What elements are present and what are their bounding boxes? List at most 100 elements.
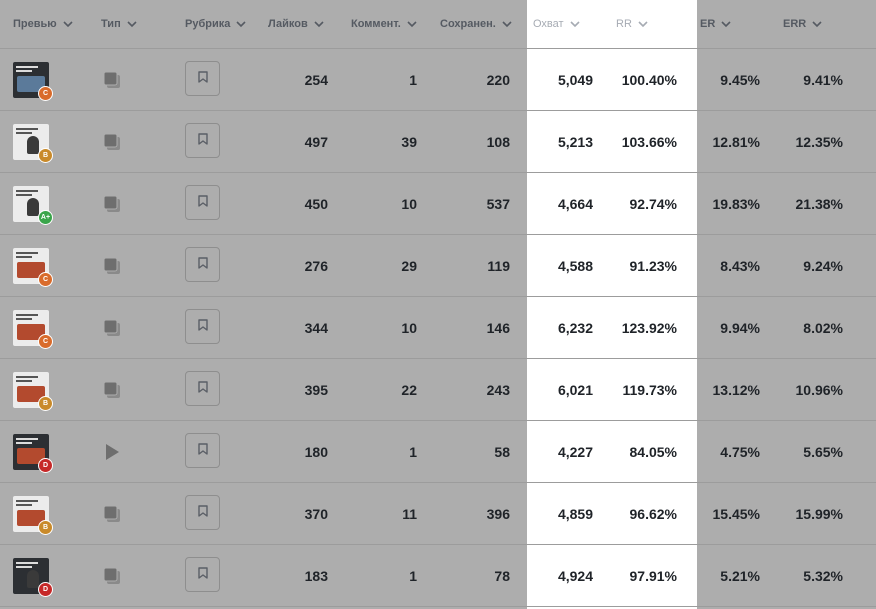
grade-badge: C xyxy=(38,86,53,101)
thumbnail-text-line xyxy=(16,504,32,506)
grade-badge: B xyxy=(38,396,53,411)
table-row[interactable]: C 344 10 146 6,232 123.92% 9.94% 8.02% xyxy=(0,297,876,359)
chevron-down-icon xyxy=(570,20,580,28)
saved-cell: 146 xyxy=(486,319,510,336)
chevron-down-icon xyxy=(638,20,648,28)
reach-rr-column-highlight xyxy=(527,0,697,609)
rr-cell: 92.74% xyxy=(629,195,677,212)
table-row[interactable]: A+ 450 10 537 4,664 92.74% 19.83% 21.38% xyxy=(0,173,876,235)
carousel-icon xyxy=(103,381,121,399)
column-header-label: Коммент. xyxy=(351,18,401,30)
saved-cell: 119 xyxy=(487,257,510,274)
thumbnail-text-line xyxy=(16,194,32,196)
chevron-down-icon xyxy=(721,20,731,28)
thumbnail-image xyxy=(17,76,45,92)
table-row[interactable]: C 276 29 119 4,588 91.23% 8.43% 9.24% xyxy=(0,235,876,297)
post-preview-thumbnail[interactable] xyxy=(13,496,49,532)
reach-cell: 4,859 xyxy=(557,505,593,522)
category-button[interactable] xyxy=(185,371,220,406)
thumbnail-text-line xyxy=(16,70,32,72)
column-header-label: Сохранен. xyxy=(440,18,496,30)
grade-badge: B xyxy=(38,148,53,163)
likes-cell: 276 xyxy=(304,257,328,274)
err-cell: 5.32% xyxy=(803,567,843,584)
grade-badge: C xyxy=(38,272,53,287)
category-button[interactable] xyxy=(185,557,220,592)
er-cell: 5.21% xyxy=(720,567,760,584)
grade-badge: B xyxy=(38,520,53,535)
thumbnail-text-line xyxy=(16,376,38,378)
table-row[interactable]: B 497 39 108 5,213 103.66% 12.81% 12.35% xyxy=(0,111,876,173)
saved-cell: 537 xyxy=(486,195,510,212)
carousel-icon xyxy=(103,567,121,585)
category-button[interactable] xyxy=(185,247,220,282)
saved-cell: 108 xyxy=(486,133,510,150)
column-header-label: ER xyxy=(700,18,716,30)
category-button[interactable] xyxy=(185,185,220,220)
reach-cell: 6,232 xyxy=(557,319,593,336)
likes-cell: 370 xyxy=(304,505,328,522)
er-cell: 9.45% xyxy=(720,71,760,88)
column-header-er[interactable]: ER xyxy=(700,0,731,48)
table-row[interactable]: B 370 11 396 4,859 96.62% 15.45% 15.99% xyxy=(0,483,876,545)
err-cell: 12.35% xyxy=(795,133,843,150)
comments-cell: 10 xyxy=(401,319,417,336)
thumbnail-image xyxy=(27,198,39,216)
category-button[interactable] xyxy=(185,61,220,96)
rr-cell: 84.05% xyxy=(629,443,677,460)
carousel-icon xyxy=(103,319,121,337)
column-header-label: Превью xyxy=(13,18,57,30)
thumbnail-text-line xyxy=(16,66,38,68)
carousel-icon xyxy=(103,133,121,151)
column-header-err[interactable]: ERR xyxy=(783,0,822,48)
category-button[interactable] xyxy=(185,433,220,468)
post-preview-thumbnail[interactable] xyxy=(13,186,49,222)
thumbnail-image xyxy=(17,448,45,464)
comments-cell: 1 xyxy=(409,71,417,88)
reach-cell: 5,049 xyxy=(557,71,593,88)
rr-cell: 96.62% xyxy=(629,505,677,522)
thumbnail-image xyxy=(27,570,39,588)
thumbnail-image xyxy=(17,510,45,526)
table-row[interactable]: D 183 1 78 4,924 97.91% 5.21% 5.32% xyxy=(0,545,876,607)
table-row[interactable]: D 180 1 58 4,227 84.05% 4.75% 5.65% xyxy=(0,421,876,483)
bookmark-icon xyxy=(197,380,208,398)
column-header-category[interactable]: Рубрика xyxy=(185,0,246,48)
reach-cell: 6,021 xyxy=(557,381,593,398)
er-cell: 19.83% xyxy=(712,195,760,212)
likes-cell: 180 xyxy=(304,443,328,460)
comments-cell: 22 xyxy=(401,381,417,398)
reach-cell: 4,664 xyxy=(557,195,593,212)
column-header-reach[interactable]: Охват xyxy=(533,0,580,48)
category-button[interactable] xyxy=(185,495,220,530)
er-cell: 13.12% xyxy=(712,381,760,398)
carousel-icon xyxy=(103,71,121,89)
table-row[interactable]: C 254 1 220 5,049 100.40% 9.45% 9.41% xyxy=(0,49,876,111)
column-header-preview[interactable]: Превью xyxy=(13,0,73,48)
thumbnail-text-line xyxy=(16,438,38,440)
likes-cell: 254 xyxy=(304,71,328,88)
bookmark-icon xyxy=(197,256,208,274)
table-row[interactable]: B 395 22 243 6,021 119.73% 13.12% 10.96% xyxy=(0,359,876,421)
saved-cell: 78 xyxy=(494,567,510,584)
bookmark-icon xyxy=(197,504,208,522)
category-button[interactable] xyxy=(185,309,220,344)
comments-cell: 1 xyxy=(409,443,417,460)
thumbnail-text-line xyxy=(16,256,32,258)
chevron-down-icon xyxy=(127,20,137,28)
chevron-down-icon xyxy=(502,20,512,28)
rr-cell: 119.73% xyxy=(622,381,678,398)
column-header-likes[interactable]: Лайков xyxy=(268,0,324,48)
chevron-down-icon xyxy=(407,20,417,28)
er-cell: 8.43% xyxy=(720,257,760,274)
column-header-saved[interactable]: Сохранен. xyxy=(440,0,512,48)
thumbnail-text-line xyxy=(16,314,38,316)
thumbnail-image xyxy=(17,386,45,402)
reach-cell: 4,588 xyxy=(557,257,593,274)
column-header-comments[interactable]: Коммент. xyxy=(351,0,417,48)
er-cell: 9.94% xyxy=(720,319,760,336)
column-header-rr[interactable]: RR xyxy=(616,0,648,48)
err-cell: 10.96% xyxy=(795,381,843,398)
column-header-type[interactable]: Тип xyxy=(101,0,137,48)
category-button[interactable] xyxy=(185,123,220,158)
